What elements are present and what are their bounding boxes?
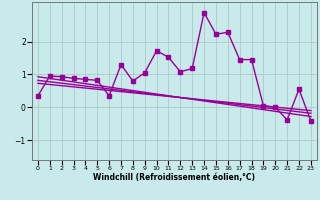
X-axis label: Windchill (Refroidissement éolien,°C): Windchill (Refroidissement éolien,°C) bbox=[93, 173, 255, 182]
